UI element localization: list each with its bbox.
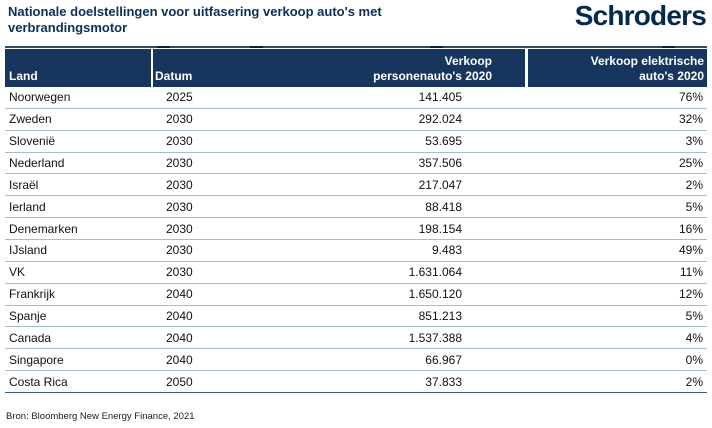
cell-datum: 2030: [166, 243, 193, 258]
cell-verkoop: 141.405: [418, 90, 462, 105]
column-header-verkoop-personenautos: Verkoop personenauto's 2020: [368, 49, 525, 87]
table-row: Slovenië 2030 53.695 3%: [5, 131, 707, 153]
table-row: Spanje 2040 851.213 5%: [5, 306, 707, 328]
cell-datum: 2030: [166, 112, 193, 127]
table-row: Denemarken 2030 198.154 16%: [5, 218, 707, 241]
gridline-tick: [430, 46, 443, 48]
column-header-label-line2: auto's 2020: [639, 68, 704, 83]
column-header-land: Land: [5, 49, 151, 87]
cell-verkoop: 53.695: [425, 134, 462, 149]
cell-verkoop: 357.506: [418, 156, 462, 170]
cell-land: Israël: [9, 177, 39, 192]
table-row: Israël 2030 217.047 2%: [5, 174, 707, 197]
column-header-label-line2: personenauto's 2020: [373, 68, 492, 83]
cell-ev: 2%: [685, 374, 703, 389]
table-row: Zweden 2030 292.024 32%: [5, 109, 707, 131]
table-row: Singapore 2040 66.967 0%: [5, 349, 707, 372]
table-top-border: [5, 46, 707, 48]
cell-verkoop: 1.650.120: [408, 287, 462, 302]
cell-verkoop: 9.483: [431, 243, 462, 258]
cell-ev: 76%: [678, 90, 703, 105]
table-row: Costa Rica 2050 37.833 2%: [5, 371, 707, 394]
cell-ev: 25%: [678, 156, 703, 170]
cell-land: Canada: [9, 330, 52, 345]
cell-verkoop: 88.418: [425, 199, 462, 214]
cell-ev: 0%: [685, 352, 703, 367]
column-header-label-line1: Verkoop: [444, 54, 492, 68]
table-row: Frankrijk 2040 1.650.120 12%: [5, 284, 707, 306]
column-header-label: Datum: [155, 68, 193, 83]
column-header-label-line1: Verkoop elektrische: [590, 54, 704, 68]
table-row: Ierland 2030 88.418 5%: [5, 196, 707, 219]
cell-ev: 2%: [685, 177, 703, 192]
cell-ev: 5%: [685, 309, 703, 324]
cell-land: Slovenië: [9, 134, 56, 149]
table-row: Canada 2040 1.537.388 4%: [5, 327, 707, 350]
column-header-datum: Datum: [151, 49, 368, 87]
cell-verkoop: 37.833: [425, 374, 462, 389]
cell-ev: 3%: [685, 134, 703, 149]
cell-ev: 32%: [678, 112, 703, 127]
cell-datum: 2040: [166, 309, 193, 324]
cell-land: Costa Rica: [9, 374, 68, 389]
cell-datum: 2030: [166, 221, 193, 236]
cell-datum: 2025: [166, 90, 193, 105]
cell-verkoop: 1.631.064: [408, 265, 462, 280]
cell-verkoop: 66.967: [425, 352, 462, 367]
cell-verkoop: 217.047: [418, 177, 462, 192]
column-header-verkoop-elektrische: Verkoop elektrische auto's 2020: [525, 49, 707, 87]
cell-land: Frankrijk: [9, 287, 56, 302]
cell-land: Spanje: [9, 309, 47, 324]
table-row: Nederland 2030 357.506 25%: [5, 153, 707, 175]
table-body: Noorwegen 2025 141.405 76% Zweden 2030 292.024…: [5, 87, 707, 394]
cell-datum: 2040: [166, 287, 193, 302]
cell-verkoop: 1.537.388: [408, 330, 462, 345]
cell-ev: 49%: [678, 243, 703, 258]
cell-datum: 2040: [166, 352, 193, 367]
cell-ev: 16%: [678, 221, 703, 236]
cell-ev: 4%: [685, 330, 703, 345]
cell-verkoop: 851.213: [418, 309, 462, 324]
cell-ev: 11%: [679, 265, 703, 280]
cell-land: VK: [9, 265, 26, 280]
table-row: IJsland 2030 9.483 49%: [5, 240, 707, 262]
table-row: Noorwegen 2025 141.405 76%: [5, 87, 707, 109]
cell-datum: 2030: [166, 199, 193, 214]
cell-land: Zweden: [9, 112, 52, 127]
cell-ev: 5%: [685, 199, 703, 214]
cell-land: Nederland: [9, 156, 65, 170]
schroders-logo: Schroders: [574, 0, 707, 31]
cell-datum: 2050: [166, 374, 193, 389]
table-header-row: Land Datum Verkoop personenauto's 2020 V…: [5, 49, 707, 87]
table-row: VK 2030 1.631.064 11%: [5, 262, 707, 284]
cell-land: Noorwegen: [9, 90, 71, 105]
gridline-tick: [250, 46, 263, 48]
cell-datum: 2040: [166, 330, 193, 345]
cell-verkoop: 198.154: [418, 221, 462, 236]
figure-title: Nationale doelstellingen voor uitfaserin…: [8, 4, 382, 35]
source-note: Bron: Bloomberg New Energy Finance, 2021: [6, 411, 195, 422]
cell-land: Denemarken: [9, 221, 78, 236]
cell-datum: 2030: [166, 265, 193, 280]
cell-land: Ierland: [9, 199, 46, 214]
cell-datum: 2030: [166, 177, 193, 192]
gridline-tick: [157, 46, 170, 48]
gridline-tick: [662, 46, 675, 48]
column-header-label: Land: [9, 68, 38, 83]
cell-datum: 2030: [166, 134, 193, 149]
cell-verkoop: 292.024: [418, 112, 462, 127]
cell-land: Singapore: [9, 352, 64, 367]
cell-datum: 2030: [166, 156, 193, 170]
cell-ev: 12%: [678, 287, 703, 302]
cell-land: IJsland: [9, 243, 48, 258]
